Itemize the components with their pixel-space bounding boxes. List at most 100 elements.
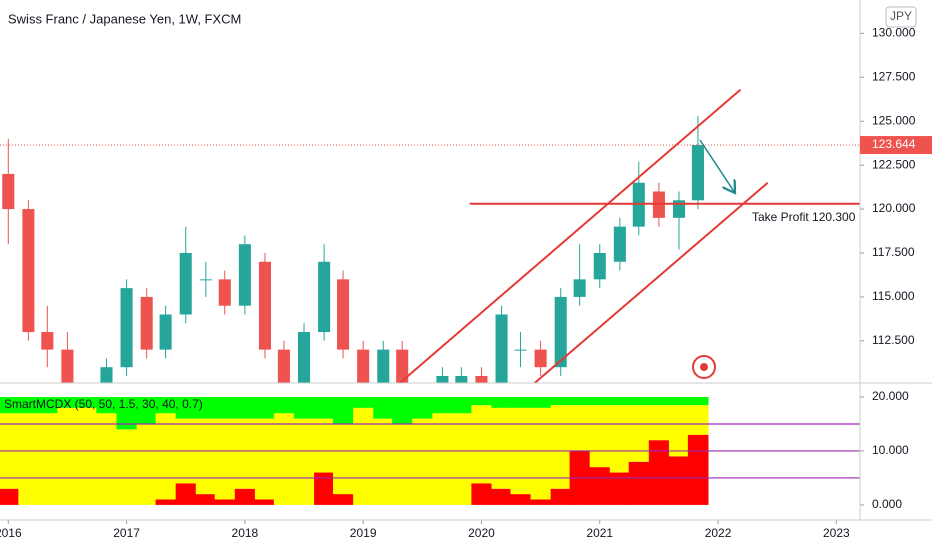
indicator-bar — [96, 397, 118, 414]
indicator-bar — [234, 488, 256, 505]
indicator-bar — [432, 397, 453, 414]
candle-body — [159, 314, 172, 350]
indicator-bar — [96, 413, 118, 505]
indicator-bar — [609, 472, 631, 505]
y-tick-label: 125.000 — [872, 113, 916, 127]
candle-body — [337, 279, 350, 350]
indicator-bar — [0, 397, 19, 414]
candle-body — [140, 296, 153, 350]
candle-body — [613, 226, 626, 262]
currency-box[interactable] — [885, 6, 917, 28]
indicator-bar — [293, 397, 315, 419]
x-tick-label: 2017 — [113, 526, 140, 540]
candle-body — [554, 296, 567, 368]
y-tick-label: 122.500 — [872, 157, 916, 171]
arrow — [699, 139, 735, 193]
target-icon[interactable] — [692, 355, 716, 379]
indicator-bar — [116, 429, 138, 505]
indicator-bar — [687, 397, 709, 406]
candle-body — [2, 173, 15, 210]
indicator-bar — [491, 407, 513, 489]
indicator-bar — [589, 467, 611, 505]
candle-body — [475, 375, 488, 383]
indicator-bar — [432, 413, 453, 505]
x-tick-label: 2018 — [232, 526, 259, 540]
y-tick-label: 10.000 — [872, 443, 909, 457]
indicator-bar — [609, 397, 631, 406]
candle-body — [396, 349, 409, 383]
indicator-bar — [214, 397, 236, 419]
candle-body — [277, 349, 290, 383]
indicator-bar — [18, 397, 39, 414]
indicator-bar — [0, 488, 19, 505]
indicator-bar — [628, 405, 650, 462]
indicator-bar — [648, 397, 670, 406]
y-tick-label: 0.000 — [872, 497, 902, 511]
indicator-bar — [353, 407, 374, 505]
candle-body — [357, 349, 370, 383]
indicator-bar — [668, 456, 690, 505]
indicator-bar — [155, 413, 177, 500]
indicator-bar — [314, 397, 335, 419]
indicator-bar — [77, 397, 99, 408]
trend-line — [399, 88, 742, 383]
indicator-bar — [530, 397, 552, 408]
indicator-bar — [510, 397, 532, 408]
indicator-bar — [471, 405, 493, 484]
x-tick-label: 2020 — [468, 526, 495, 540]
indicator-bar — [373, 418, 394, 505]
indicator-bar — [314, 418, 335, 473]
candle-body — [377, 349, 390, 383]
trend-line — [534, 181, 769, 383]
indicator-bar — [510, 494, 532, 505]
indicator-bar — [175, 397, 197, 419]
indicator-bar — [628, 397, 650, 406]
indicator-bar — [412, 397, 433, 419]
indicator-bar — [18, 413, 39, 505]
price-pane — [0, 88, 860, 383]
indicator-bar — [195, 418, 217, 495]
candle-body — [100, 367, 113, 383]
indicator-bar — [687, 434, 709, 505]
indicator-bar — [136, 397, 158, 424]
target-icon-dot — [700, 363, 708, 371]
indicator-bar — [451, 413, 472, 505]
candle-body — [495, 314, 508, 383]
candle-body — [691, 145, 704, 201]
y-tick-label: 127.500 — [872, 69, 916, 83]
candle-body — [258, 261, 272, 350]
indicator-bar — [648, 440, 670, 505]
indicator-bar — [550, 405, 572, 489]
indicator-bar — [451, 397, 472, 414]
candle-body — [455, 375, 468, 383]
last-price-tag — [860, 136, 932, 155]
y-tick-label: 130.000 — [872, 26, 916, 40]
indicator-bar — [254, 397, 276, 419]
indicator-bar — [116, 397, 138, 430]
indicator-bar — [392, 397, 413, 424]
indicator-bar — [530, 499, 552, 505]
indicator-bar — [234, 418, 256, 489]
candle-body — [238, 244, 251, 306]
y-tick-label: 115.000 — [872, 289, 915, 303]
indicator-bar — [648, 405, 670, 441]
candle-body — [61, 349, 74, 383]
indicator-bar — [491, 397, 513, 408]
indicator-bar — [77, 407, 99, 505]
x-tick-label: 2023 — [823, 526, 850, 540]
indicator-bar — [550, 488, 572, 505]
indicator-bar — [214, 499, 236, 505]
indicator-bar — [254, 418, 276, 500]
indicator-bar — [332, 423, 354, 495]
indicator-bar — [412, 418, 433, 505]
indicator-bar — [37, 397, 58, 414]
indicator-bar — [589, 397, 611, 406]
candle-body — [179, 252, 192, 315]
x-tick-label: 2019 — [350, 526, 377, 540]
take-profit-label: Take Profit 120.300 — [752, 210, 856, 224]
indicator-bar — [332, 494, 354, 505]
indicator-bar — [471, 397, 493, 406]
candle-body — [120, 288, 133, 368]
candle-body — [218, 279, 231, 306]
indicator-bar — [530, 407, 552, 500]
